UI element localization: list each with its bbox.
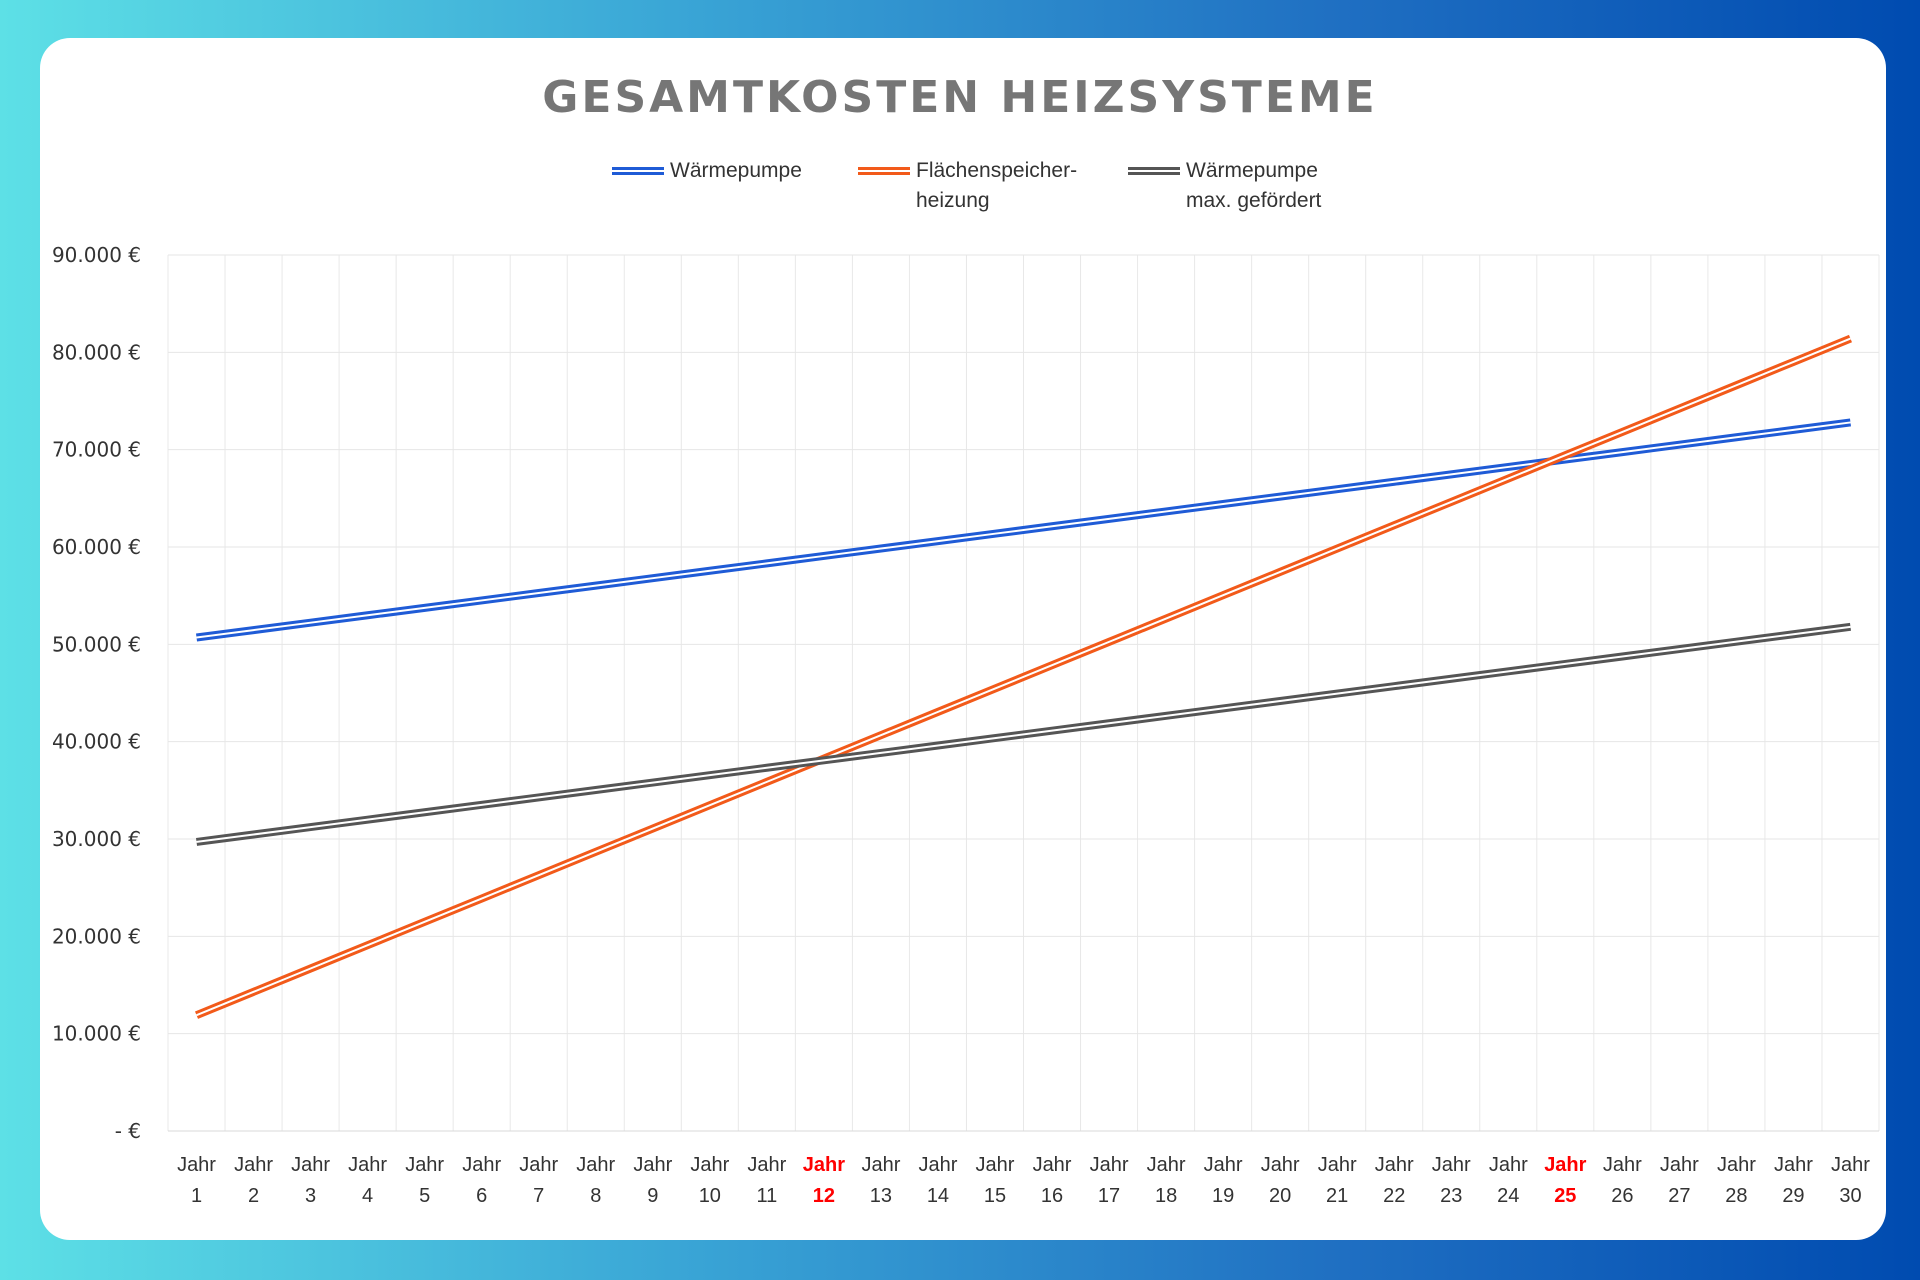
legend: Wärmepumpe Flächenspeicher-heizung Wärme… — [0, 156, 1920, 236]
x-tick-label: 2 — [248, 1185, 259, 1207]
x-tick-label: 24 — [1497, 1185, 1519, 1207]
x-tick-label: 27 — [1668, 1185, 1690, 1207]
x-tick-label: 25 — [1554, 1185, 1576, 1207]
y-tick-label: 70.000 € — [52, 438, 141, 462]
x-tick-label-prefix: Jahr — [1544, 1154, 1586, 1176]
x-tick-label: 4 — [362, 1185, 373, 1207]
x-tick-label-prefix: Jahr — [1489, 1154, 1528, 1176]
x-tick-label-prefix: Jahr — [1318, 1154, 1357, 1176]
x-tick-label-prefix: Jahr — [234, 1154, 273, 1176]
y-tick-label: 90.000 € — [52, 243, 141, 267]
x-tick-label: 9 — [647, 1185, 658, 1207]
x-tick-label: 23 — [1440, 1185, 1462, 1207]
x-tick-label-prefix: Jahr — [348, 1154, 387, 1176]
x-tick-label: 28 — [1725, 1185, 1747, 1207]
y-tick-label: 10.000 € — [52, 1022, 141, 1046]
x-tick-label-prefix: Jahr — [405, 1154, 444, 1176]
x-tick-label: 30 — [1839, 1185, 1861, 1207]
x-tick-label: 26 — [1611, 1185, 1633, 1207]
legend-label: Wärmepumpe — [1186, 159, 1318, 182]
x-tick-label-prefix: Jahr — [690, 1154, 729, 1176]
y-tick-label: 30.000 € — [52, 827, 141, 851]
x-tick-label-prefix: Jahr — [291, 1154, 330, 1176]
x-tick-label-prefix: Jahr — [1261, 1154, 1300, 1176]
x-tick-label: 19 — [1212, 1185, 1234, 1207]
x-tick-label-prefix: Jahr — [576, 1154, 615, 1176]
x-tick-label-prefix: Jahr — [1204, 1154, 1243, 1176]
x-tick-label-prefix: Jahr — [1090, 1154, 1129, 1176]
x-tick-label: 18 — [1155, 1185, 1177, 1207]
x-tick-label-prefix: Jahr — [462, 1154, 501, 1176]
x-tick-label-prefix: Jahr — [861, 1154, 900, 1176]
x-tick-label-prefix: Jahr — [976, 1154, 1015, 1176]
series-line-inner — [196, 421, 1851, 639]
legend-item-flaechenspeicherheizung: Flächenspeicher-heizung — [858, 156, 1077, 216]
y-tick-label: 40.000 € — [52, 730, 141, 754]
legend-item-waermepumpe: Wärmepumpe — [612, 156, 802, 186]
x-tick-label-prefix: Jahr — [747, 1154, 786, 1176]
series-line-inner — [196, 337, 1851, 1017]
x-tick-label: 11 — [756, 1185, 777, 1207]
x-tick-label-prefix: Jahr — [1033, 1154, 1072, 1176]
x-tick-label: 29 — [1782, 1185, 1804, 1207]
y-tick-label: 20.000 € — [52, 924, 141, 948]
chart-title: GESAMTKOSTEN HEIZSYSTEME — [542, 72, 1378, 123]
y-tick-label: 50.000 € — [52, 632, 141, 656]
legend-label: Wärmepumpe — [670, 159, 802, 182]
x-tick-label-prefix: Jahr — [1147, 1154, 1186, 1176]
x-tick-label: 5 — [419, 1185, 430, 1207]
legend-label: max. gefördert — [1186, 189, 1322, 212]
x-tick-label: 21 — [1326, 1185, 1348, 1207]
x-tick-label: 13 — [870, 1185, 892, 1207]
y-tick-label: 80.000 € — [52, 340, 141, 364]
y-tick-label: - € — [115, 1119, 141, 1143]
series-line-inner — [196, 625, 1851, 843]
x-tick-label-prefix: Jahr — [918, 1154, 957, 1176]
x-tick-label: 6 — [476, 1185, 487, 1207]
x-tick-label-prefix: Jahr — [177, 1154, 216, 1176]
x-tick-label: 10 — [699, 1185, 721, 1207]
legend-swatch — [1128, 167, 1180, 175]
x-tick-label-prefix: Jahr — [1603, 1154, 1642, 1176]
legend-label: Flächenspeicher- — [916, 159, 1078, 182]
x-tick-label-prefix: Jahr — [1831, 1154, 1870, 1176]
legend-label: heizung — [916, 189, 990, 212]
chart-card — [40, 38, 1886, 1240]
x-tick-label: 17 — [1098, 1185, 1120, 1207]
x-tick-label: 20 — [1269, 1185, 1291, 1207]
x-tick-label-prefix: Jahr — [1375, 1154, 1414, 1176]
x-tick-label-prefix: Jahr — [1432, 1154, 1471, 1176]
x-tick-label: 15 — [984, 1185, 1006, 1207]
legend-swatch — [612, 167, 664, 175]
x-tick-label-prefix: Jahr — [803, 1154, 845, 1176]
x-tick-label-prefix: Jahr — [1660, 1154, 1699, 1176]
x-tick-label-prefix: Jahr — [1774, 1154, 1813, 1176]
x-tick-label-prefix: Jahr — [519, 1154, 558, 1176]
x-tick-label: 3 — [305, 1185, 316, 1207]
x-tick-label: 1 — [191, 1185, 202, 1207]
legend-item-waermepumpe-gefoerdert: Wärmepumpe max. gefördert — [1128, 156, 1321, 216]
x-tick-label: 12 — [813, 1185, 835, 1207]
x-tick-label-prefix: Jahr — [1717, 1154, 1756, 1176]
x-tick-label-prefix: Jahr — [633, 1154, 672, 1176]
x-tick-label: 16 — [1041, 1185, 1063, 1207]
x-tick-label: 8 — [590, 1185, 601, 1207]
x-tick-label: 7 — [533, 1185, 544, 1207]
y-tick-label: 60.000 € — [52, 535, 141, 559]
legend-swatch — [858, 167, 910, 175]
x-tick-label: 14 — [927, 1185, 949, 1207]
x-tick-label: 22 — [1383, 1185, 1405, 1207]
